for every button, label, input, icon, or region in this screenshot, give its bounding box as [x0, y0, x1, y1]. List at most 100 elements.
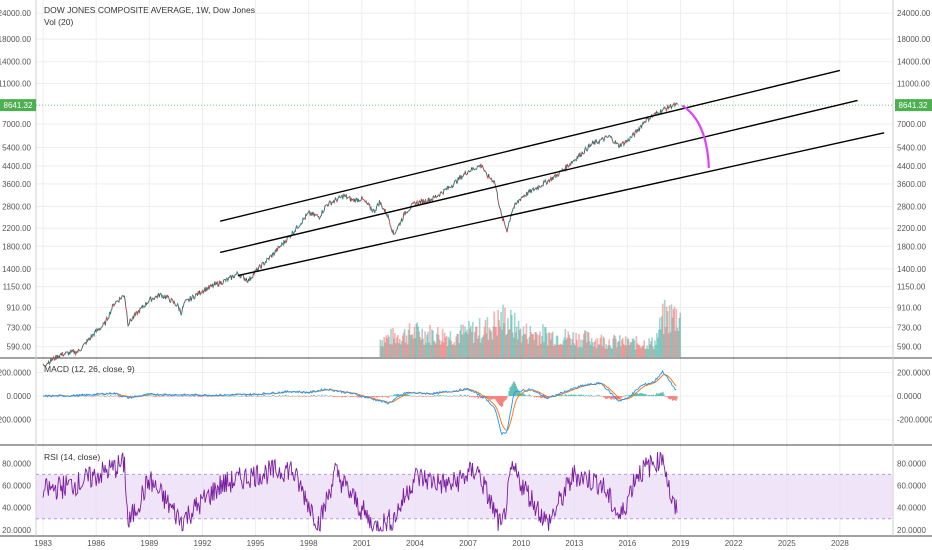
volume-bar	[402, 332, 405, 357]
macd-histogram-bar	[354, 396, 356, 397]
volume-bar	[452, 344, 455, 357]
macd-histogram-bar	[414, 396, 417, 397]
price-candle-wick	[435, 196, 438, 198]
volume-bar	[521, 335, 524, 357]
volume-bar	[503, 323, 505, 357]
macd-histogram-bar	[346, 395, 349, 397]
macd-histogram-bar	[667, 396, 669, 399]
volume-bar	[531, 334, 534, 357]
macd-histogram-bar	[264, 394, 266, 397]
macd-histogram-bar	[98, 395, 100, 397]
macd-histogram-bar	[257, 396, 259, 397]
price-candle-wick	[55, 355, 57, 360]
volume-bar	[482, 334, 485, 357]
price-candle-wick	[427, 197, 429, 202]
volume-bar	[602, 336, 605, 357]
price-line	[42, 101, 678, 367]
macd-histogram-bar	[591, 395, 593, 397]
volume-bar	[410, 334, 413, 357]
macd-histogram-bar	[287, 395, 289, 397]
macd-histogram-bar	[435, 396, 437, 397]
price-candle-wick	[365, 200, 368, 204]
macd-histogram-bar	[235, 395, 237, 397]
price-candle-wick	[488, 177, 491, 179]
macd-histogram-bar	[303, 395, 305, 397]
macd-histogram-bar	[100, 395, 102, 397]
macd-histogram-bar	[659, 393, 661, 397]
macd-histogram-bar	[159, 396, 162, 397]
price-candle-wick	[667, 104, 669, 109]
macd-histogram-bar	[608, 396, 610, 398]
macd-histogram-bar	[298, 396, 300, 397]
macd-histogram-bar	[223, 396, 225, 397]
macd-histogram-bar	[173, 396, 175, 397]
price-candle-wick	[127, 324, 130, 327]
macd-histogram-bar	[388, 396, 390, 398]
volume-bar	[520, 342, 523, 357]
macd-histogram-bar	[176, 396, 179, 397]
volume-bar	[427, 331, 429, 357]
macd-histogram-bar	[101, 395, 103, 397]
price-candle-wick	[433, 196, 436, 198]
macd-histogram-bar	[242, 395, 245, 397]
volume-bar	[447, 336, 450, 357]
volume-bar	[640, 347, 643, 357]
price-candle-wick	[446, 185, 448, 190]
price-tick-right: 7000.00	[897, 120, 926, 129]
macd-histogram-bar	[88, 395, 90, 397]
volume-bar	[478, 318, 481, 357]
volume-bar	[524, 334, 527, 357]
price-candle-wick	[361, 196, 363, 199]
macd-histogram-bar	[157, 395, 160, 397]
x-tick-label: 2013	[565, 539, 583, 548]
volume-bar	[403, 328, 406, 357]
macd-histogram-bar	[313, 395, 316, 397]
macd-histogram-bar	[85, 396, 87, 397]
volume-bar	[527, 343, 530, 357]
price-candle-wick	[85, 342, 87, 345]
volume-bar	[460, 324, 462, 357]
macd-histogram-bar	[408, 394, 410, 397]
price-candle-wick	[270, 254, 272, 257]
macd-histogram-bar	[192, 395, 195, 397]
price-tick-left: 7000.00	[2, 120, 31, 129]
macd-histogram-bar	[311, 396, 314, 397]
volume-bar	[420, 339, 423, 357]
volume-bar	[670, 304, 673, 357]
price-candle-wick	[597, 141, 599, 144]
volume-bar	[646, 345, 648, 357]
macd-histogram-bar	[152, 396, 154, 397]
macd-histogram-bar	[530, 396, 532, 397]
volume-bar	[648, 338, 650, 357]
macd-histogram-bar	[502, 396, 504, 407]
price-candle-wick	[91, 334, 94, 338]
macd-histogram-bar	[409, 395, 411, 397]
macd-histogram-bar	[523, 393, 525, 397]
price-candle-wick	[395, 229, 397, 233]
macd-histogram-bar	[424, 396, 426, 397]
price-candle-wick	[76, 350, 79, 353]
volume-bar	[641, 346, 644, 357]
macd-histogram-bar	[524, 394, 526, 397]
price-candle-wick	[117, 300, 119, 302]
price-candle-wick	[114, 301, 117, 304]
price-candle-wick	[456, 177, 459, 183]
macd-histogram-bar	[576, 395, 578, 397]
macd-histogram-bar	[256, 396, 258, 397]
price-candle-wick	[467, 170, 470, 173]
price-candle-wick	[493, 180, 495, 183]
volume-bar	[443, 332, 446, 357]
volume-bar	[665, 306, 668, 357]
trend-channel-lines[interactable]	[219, 69, 885, 277]
macd-histogram-bar	[451, 396, 453, 397]
volume-bar	[565, 339, 568, 357]
price-candle-wick	[452, 183, 455, 187]
price-tick-left: 18000.00	[0, 35, 32, 44]
macd-histogram-bar	[453, 395, 455, 397]
price-candle-wick	[397, 224, 399, 227]
macd-histogram-bar	[385, 396, 387, 398]
macd-histogram-bar	[201, 396, 203, 397]
macd-histogram-bar	[437, 395, 439, 397]
price-tick-left: 1400.00	[2, 265, 31, 274]
